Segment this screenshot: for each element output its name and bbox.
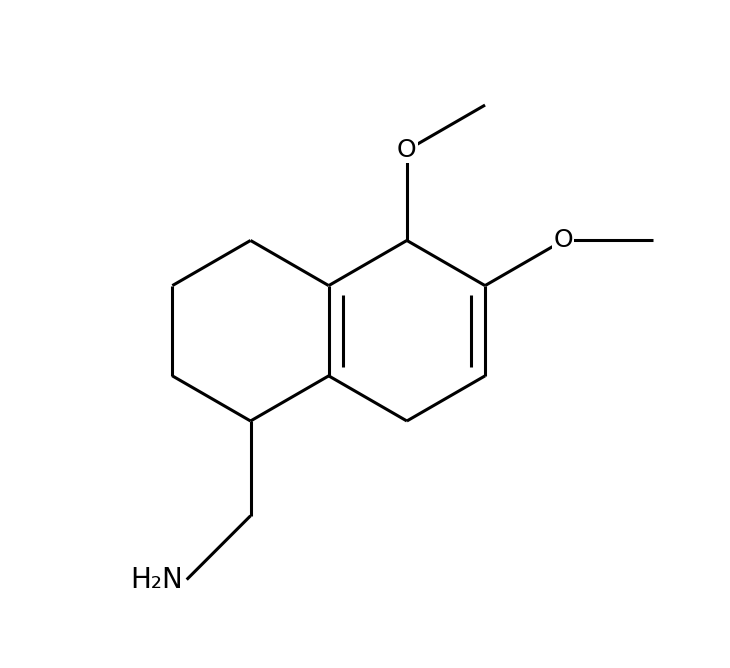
Text: O: O [553,228,573,253]
Text: O: O [397,138,417,162]
Text: H₂N: H₂N [131,566,183,594]
